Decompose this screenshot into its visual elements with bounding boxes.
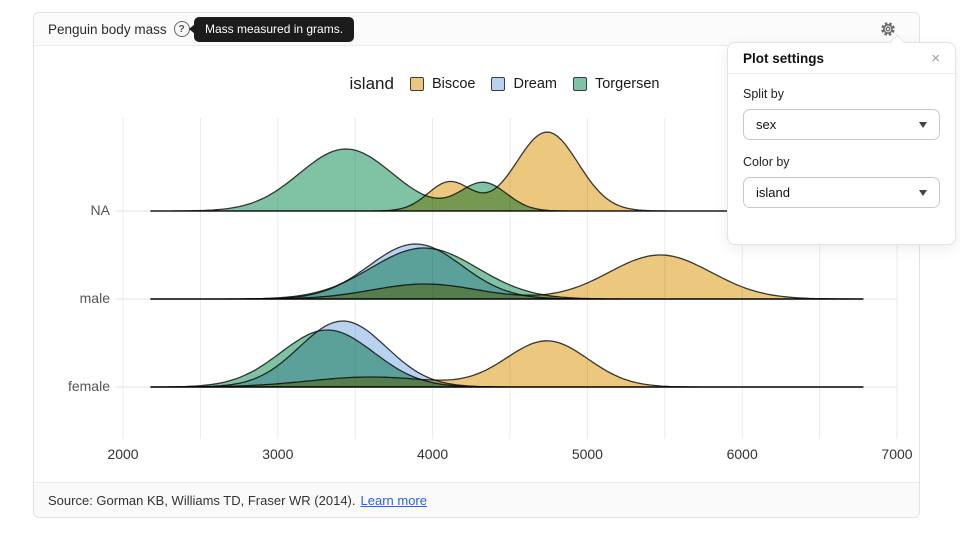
legend-label: Biscoe: [431, 76, 476, 92]
x-axis-tick: 7000: [881, 446, 913, 462]
legend-entry-Biscoe: Biscoe: [409, 76, 476, 92]
popover-body: Split by sex Color by island: [728, 74, 955, 236]
density-plot: [116, 118, 898, 439]
x-axis-tick: 3000: [262, 446, 294, 462]
x-axis-tick: 2000: [107, 446, 139, 462]
row-label-male: male: [79, 290, 110, 306]
row-label-female: female: [67, 378, 110, 394]
plot-settings-popover: Plot settings × Split by sex Color by is…: [727, 34, 956, 245]
legend-swatch: [491, 77, 506, 91]
chevron-down-icon: [919, 121, 927, 128]
tooltip: Mass measured in grams.: [188, 17, 355, 42]
page-title: Penguin body mass: [48, 21, 167, 37]
split-by-select[interactable]: sex: [743, 109, 940, 140]
x-axis-tick: 6000: [726, 446, 758, 462]
gear-icon[interactable]: [879, 20, 897, 38]
x-axis-tick: 5000: [571, 446, 603, 462]
density-curve-female-Biscoe: [150, 340, 864, 388]
legend-label: Torgersen: [594, 76, 660, 92]
legend-label: Dream: [513, 76, 557, 92]
legend-title: island: [349, 74, 394, 93]
legend-entry-Torgersen: Torgersen: [572, 76, 660, 92]
card-header: Penguin body mass ? Mass measured in gra…: [34, 13, 919, 46]
split-by-label: Split by: [743, 87, 784, 101]
legend-swatch: [572, 77, 587, 91]
help-icon[interactable]: ?: [173, 21, 190, 37]
x-axis-tick: 4000: [417, 446, 449, 462]
color-by-value: island: [756, 185, 790, 200]
chevron-down-icon: [919, 189, 927, 196]
split-by-value: sex: [756, 117, 777, 132]
learn-more-link[interactable]: Learn more: [360, 492, 427, 508]
popover-title: Plot settings: [743, 50, 825, 66]
legend-swatch: [409, 77, 424, 91]
density-curve-male-Biscoe: [150, 254, 864, 300]
popover-header: Plot settings ×: [728, 43, 955, 74]
legend-entry-Dream: Dream: [491, 76, 557, 92]
card-footer: Source: Gorman KB, Williams TD, Fraser W…: [34, 482, 919, 517]
source-text: Source: Gorman KB, Williams TD, Fraser W…: [48, 492, 356, 508]
legend: island Biscoe Dream Torgersen: [62, 74, 947, 94]
close-icon[interactable]: ×: [931, 49, 940, 67]
color-by-select[interactable]: island: [743, 177, 940, 208]
row-label-NA: NA: [90, 202, 110, 218]
color-by-label: Color by: [743, 155, 790, 169]
